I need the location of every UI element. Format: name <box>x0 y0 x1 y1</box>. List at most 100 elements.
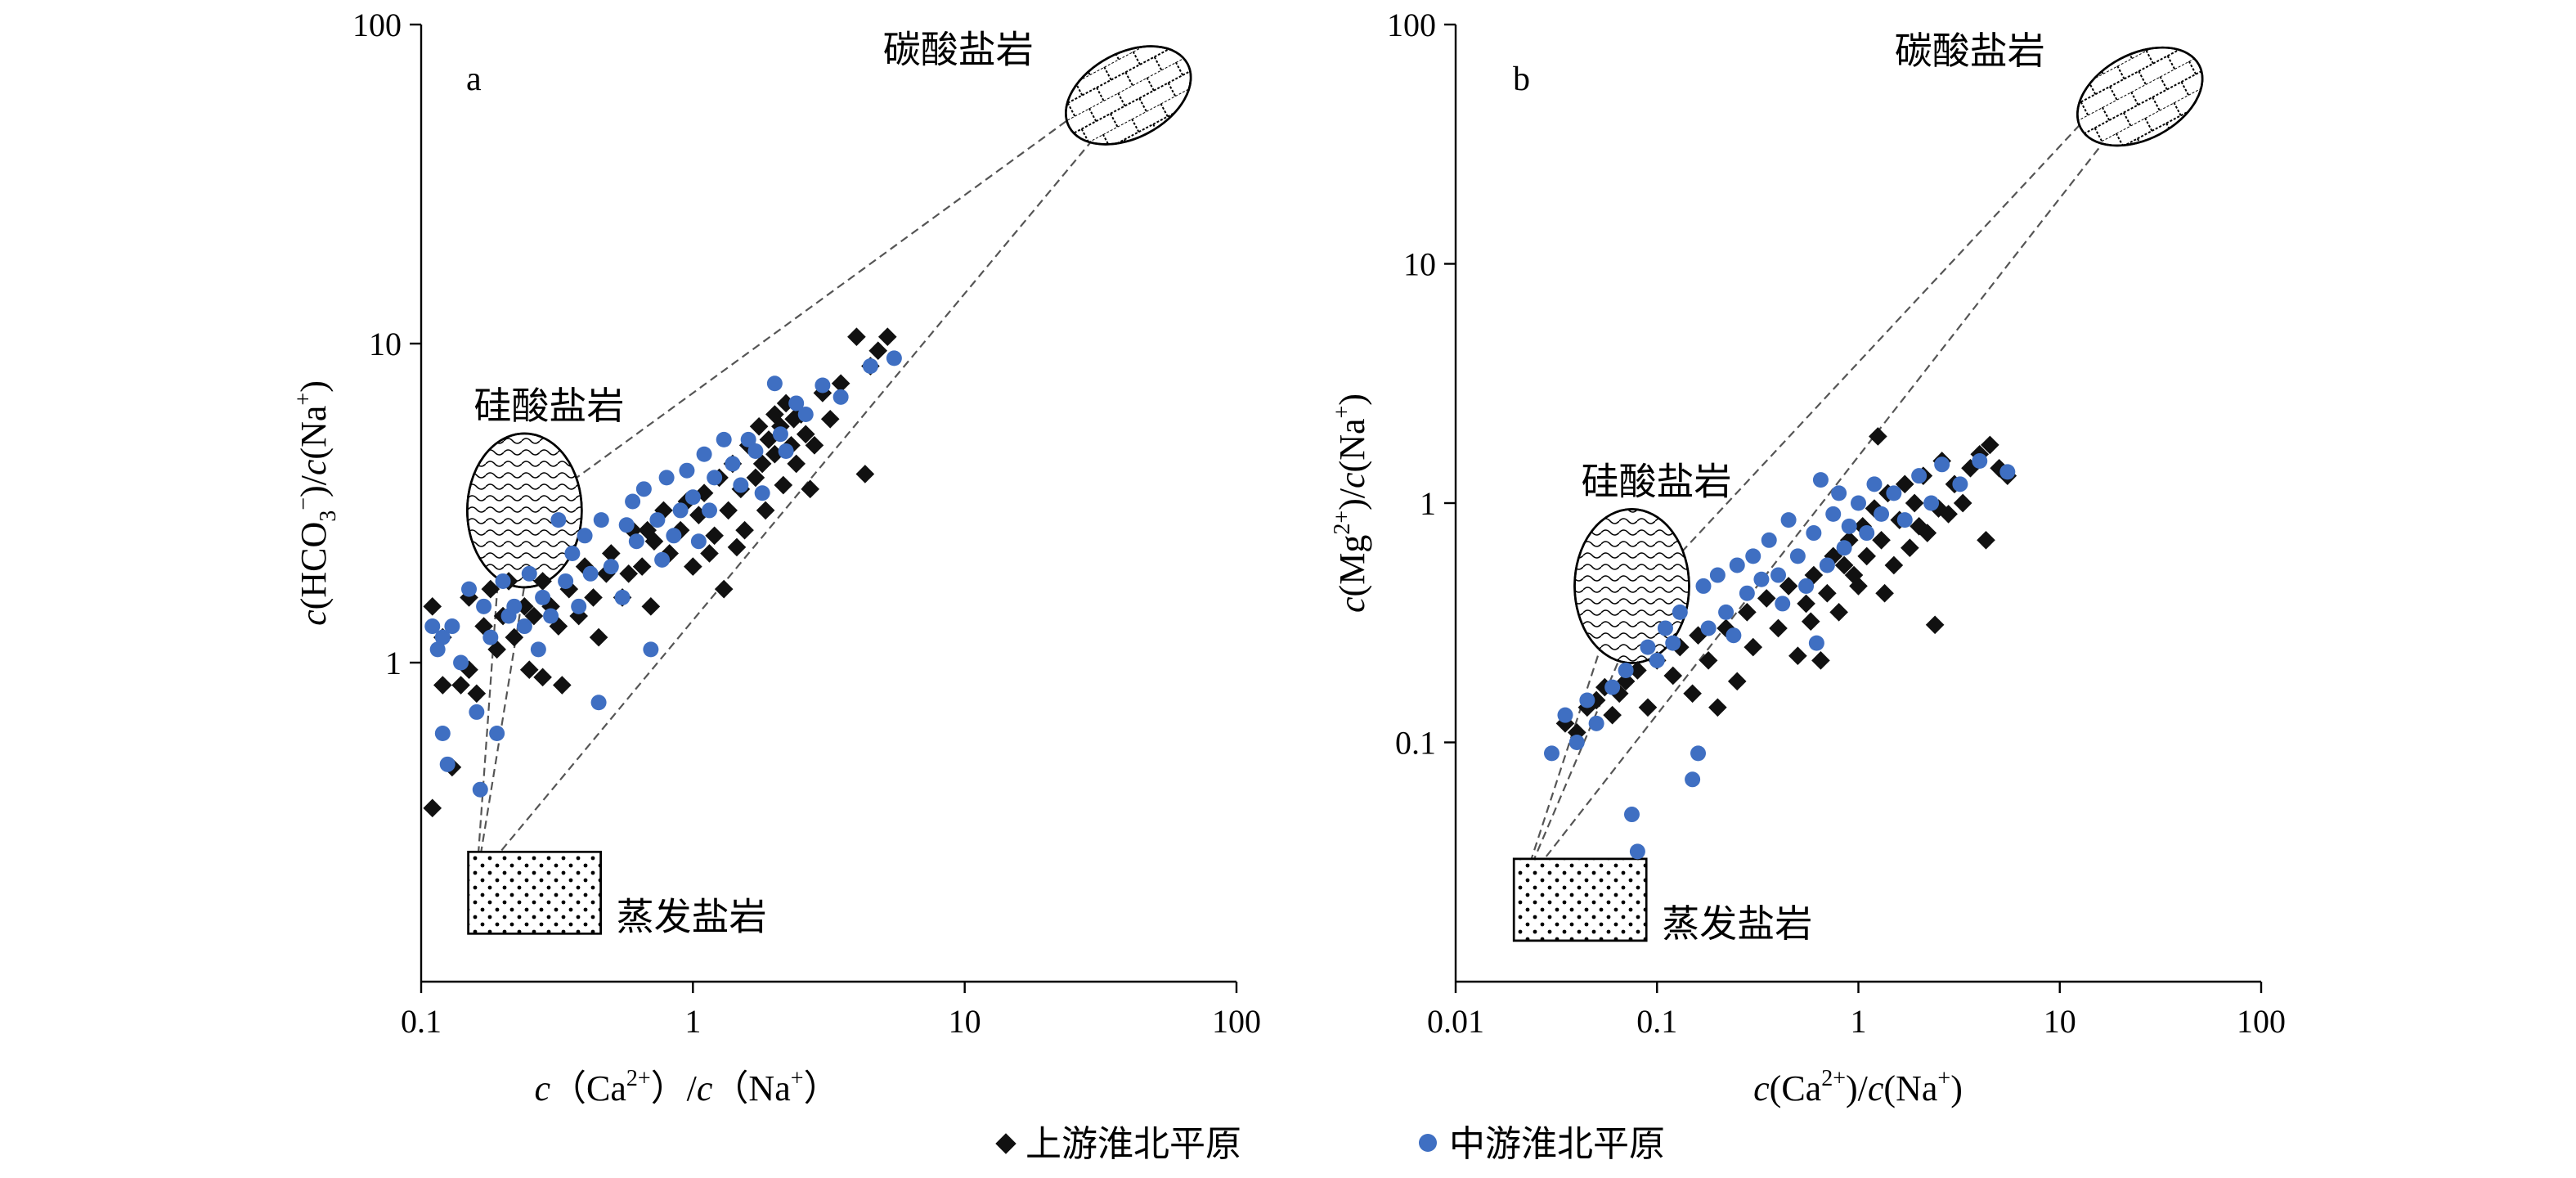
data-point-circle <box>696 446 712 462</box>
data-point-diamond <box>1869 427 1887 446</box>
data-point-diamond <box>796 425 815 444</box>
data-point-circle <box>672 502 689 519</box>
data-point-circle <box>690 533 707 550</box>
legend-item-upstream: 上游淮北平原 <box>995 1123 1241 1165</box>
data-point-diamond <box>700 544 719 563</box>
data-point-diamond <box>553 676 572 695</box>
data-point-circle <box>1874 506 1890 522</box>
data-point-diamond <box>641 597 661 616</box>
data-point-circle <box>453 654 469 671</box>
data-point-diamond <box>684 557 702 576</box>
data-point-circle <box>1685 771 1701 788</box>
data-point-circle <box>1806 525 1822 542</box>
data-point-circle <box>495 573 511 589</box>
carbonate-region <box>2076 46 2204 147</box>
data-point-diamond <box>1811 651 1830 670</box>
data-point-circle <box>1825 506 1842 522</box>
data-point-diamond <box>584 588 603 607</box>
data-point-circle <box>702 502 718 519</box>
data-point-diamond <box>719 501 738 520</box>
data-point-diamond <box>752 454 772 474</box>
silicate-label: 硅酸盐岩 <box>1581 459 1731 503</box>
data-point-circle <box>1709 567 1726 583</box>
data-point-circle <box>649 512 666 528</box>
data-point-diamond <box>1918 524 1937 542</box>
data-point-diamond <box>1708 698 1727 717</box>
data-point-diamond <box>1727 672 1747 691</box>
data-point-circle <box>1604 679 1621 695</box>
x-tick-label: 1 <box>1851 1003 1867 1040</box>
data-point-diamond <box>1628 661 1647 680</box>
data-point-circle <box>815 377 831 393</box>
data-point-diamond <box>1981 435 1999 455</box>
data-point-circle <box>429 641 446 658</box>
y-tick-label: 0.1 <box>1395 725 1436 762</box>
data-point-circle <box>506 598 523 614</box>
data-point-diamond <box>820 409 840 429</box>
y-tick-label: 10 <box>1403 246 1436 283</box>
data-point-circle <box>1952 476 1968 492</box>
evaporite-label: 蒸发盐岩 <box>1662 901 1812 946</box>
data-point-circle <box>603 559 619 575</box>
series-midstream <box>424 350 902 798</box>
data-point-circle <box>482 629 499 645</box>
mixing-line-lower <box>1521 137 2108 888</box>
carbonate-label: 碳酸盐岩 <box>883 28 1034 72</box>
data-point-diamond <box>505 627 524 647</box>
data-point-circle <box>1718 604 1735 620</box>
data-point-circle <box>628 533 644 550</box>
data-point-circle <box>1896 512 1913 528</box>
data-point-diamond <box>433 676 452 695</box>
data-point-diamond <box>1939 505 1958 524</box>
data-point-diamond <box>749 416 769 436</box>
data-point-circle <box>1690 745 1707 762</box>
data-point-circle <box>1745 548 1761 564</box>
series-midstream <box>1543 452 2016 860</box>
data-point-circle <box>772 426 788 443</box>
data-point-diamond <box>1779 577 1798 596</box>
data-point-circle <box>1640 639 1656 655</box>
data-point-circle <box>439 756 456 772</box>
data-point-diamond <box>1638 698 1658 717</box>
data-point-circle <box>1770 567 1787 583</box>
data-point-diamond <box>787 454 806 474</box>
data-point-circle <box>1923 495 1940 511</box>
data-point-circle <box>643 641 659 658</box>
data-point-diamond <box>467 684 487 704</box>
data-point-diamond <box>1797 594 1815 614</box>
data-point-circle <box>1557 707 1573 723</box>
data-point-circle <box>614 589 631 605</box>
y-axis-title: c(Mg2+)/c(Na+) <box>1330 393 1372 613</box>
data-point-diamond <box>589 627 608 647</box>
data-point-circle <box>1700 620 1717 636</box>
data-point-circle <box>1934 456 1950 473</box>
data-point-circle <box>679 462 695 479</box>
carbonate-label: 碳酸盐岩 <box>1895 29 2045 73</box>
data-point-circle <box>1665 635 1681 651</box>
data-point-circle <box>1841 518 1857 534</box>
data-point-diamond <box>1683 684 1702 704</box>
data-point-circle <box>1543 745 1560 762</box>
data-point-circle <box>1579 692 1595 708</box>
data-point-circle <box>434 629 451 645</box>
data-point-circle <box>516 618 532 635</box>
data-point-diamond <box>1757 589 1776 608</box>
data-point-diamond <box>831 374 850 393</box>
data-point-diamond <box>805 436 824 455</box>
data-point-circle <box>832 389 849 405</box>
evaporite-label: 蒸发盐岩 <box>617 894 767 938</box>
data-point-diamond <box>533 572 552 591</box>
data-point-circle <box>1672 604 1688 620</box>
evaporite-region <box>467 850 602 935</box>
panel-a-letter: a <box>466 61 482 98</box>
data-point-circle <box>472 781 488 798</box>
data-point-circle <box>543 608 559 624</box>
data-point-circle <box>593 512 609 528</box>
data-point-diamond <box>1953 493 1972 513</box>
data-point-diamond <box>1834 555 1854 575</box>
data-point-diamond <box>705 526 724 546</box>
x-tick-label: 0.1 <box>401 1003 442 1040</box>
